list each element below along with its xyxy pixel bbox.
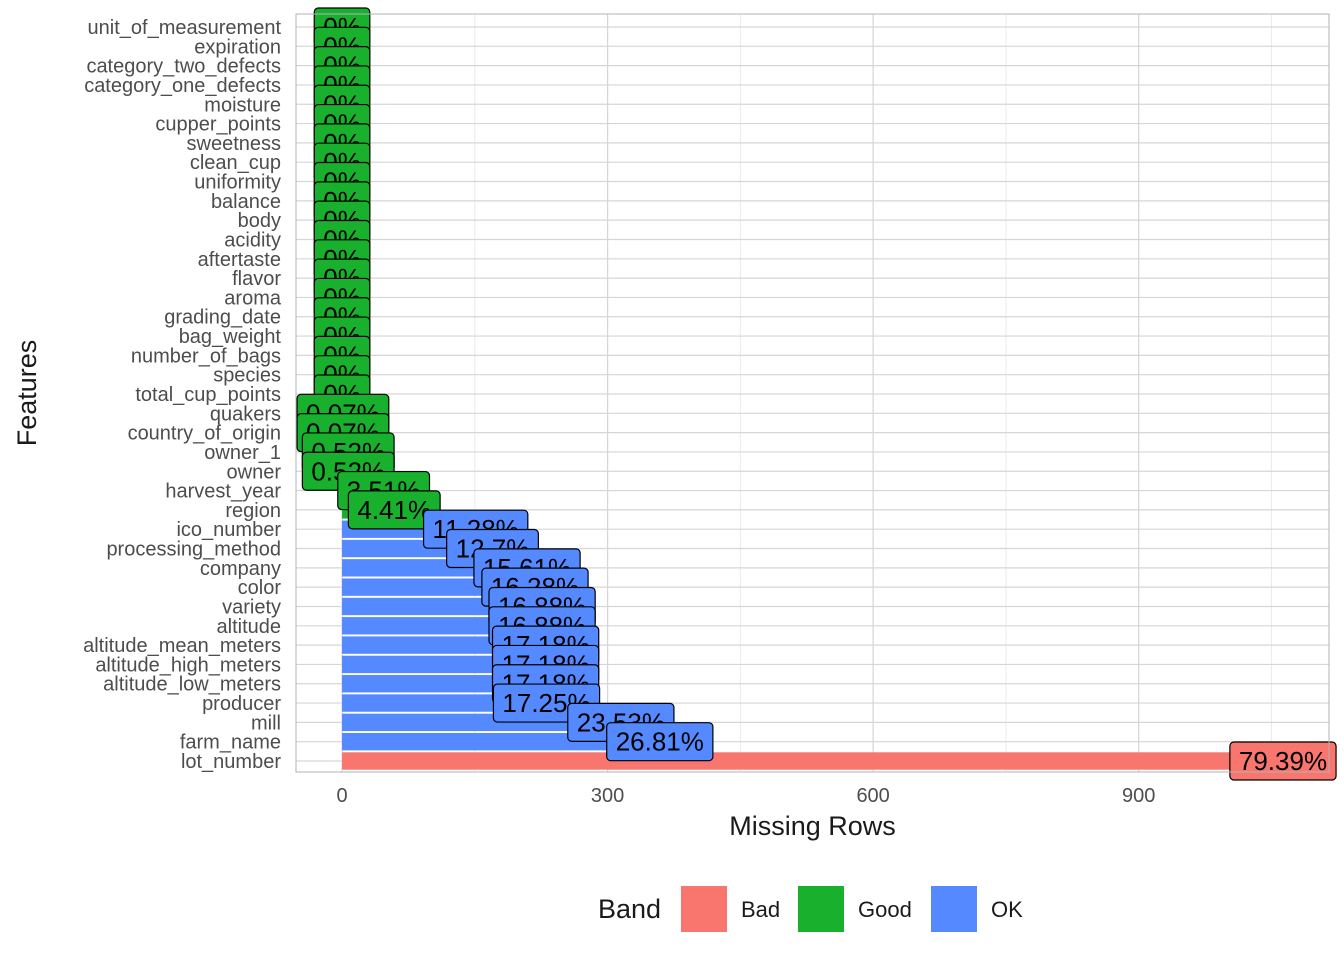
y-tick-label: total_cup_points <box>135 384 281 406</box>
y-tick-label: moisture <box>204 94 281 116</box>
y-tick-label: altitude_high_meters <box>95 654 281 676</box>
y-tick-label: acidity <box>224 229 281 251</box>
y-tick-label: bag_weight <box>179 326 282 348</box>
y-tick-label: altitude_low_meters <box>103 674 281 696</box>
panel-border <box>295 13 1330 773</box>
y-tick-label: harvest_year <box>165 481 281 503</box>
y-tick-label: uniformity <box>194 172 281 194</box>
x-tick-label: 600 <box>856 785 889 807</box>
y-tick-label: country_of_origin <box>128 423 281 445</box>
data-label-text: 4.41% <box>357 495 431 525</box>
y-tick-label: number_of_bags <box>131 345 281 367</box>
legend-label: Good <box>858 897 912 922</box>
legend-key <box>681 886 727 932</box>
x-tick-label: 900 <box>1122 785 1155 807</box>
y-tick-label: owner_1 <box>204 442 281 464</box>
data-label: 79.39% <box>1229 741 1337 781</box>
legend-key <box>798 886 844 932</box>
y-tick-label: owner <box>227 461 282 483</box>
y-tick-label: ico_number <box>176 519 281 541</box>
data-label-text: 26.81% <box>616 727 704 757</box>
y-tick-label: altitude <box>217 616 282 638</box>
legend-item: Good <box>798 886 912 932</box>
legend-label: Bad <box>741 897 780 922</box>
y-tick-label: lot_number <box>181 751 281 773</box>
legend-label: OK <box>991 897 1023 922</box>
y-tick-label: sweetness <box>187 133 282 155</box>
data-label-text: 79.39% <box>1239 746 1327 776</box>
y-tick-label: farm_name <box>180 732 281 754</box>
data-label: 26.81% <box>606 722 714 762</box>
y-tick-label: aftertaste <box>198 249 281 271</box>
y-tick-label: producer <box>202 693 281 715</box>
y-tick-label: altitude_mean_meters <box>83 635 281 657</box>
y-tick-label: quakers <box>210 403 281 425</box>
data-labels: 0%0%0%0%0%0%0%0%0%0%0%0%0%0%0%0%0%0%0%0%… <box>296 7 1337 781</box>
grid <box>296 14 1329 772</box>
y-tick-label: category_one_defects <box>84 75 281 97</box>
y-tick-label: mill <box>251 712 281 734</box>
legend: Band Bad Good OK <box>598 886 1023 932</box>
x-tick-label: 0 <box>336 785 347 807</box>
x-tick-label: 300 <box>591 785 624 807</box>
x-tick-labels: 0 300 600 900 <box>336 785 1155 807</box>
y-tick-label: expiration <box>194 36 281 58</box>
legend-key <box>931 886 977 932</box>
y-tick-label: processing_method <box>106 539 281 561</box>
y-tick-labels: unit_of_measurementexpirationcategory_tw… <box>83 17 282 773</box>
y-tick-label: clean_cup <box>190 152 281 174</box>
y-tick-label: flavor <box>232 268 281 290</box>
y-tick-label: category_two_defects <box>86 56 281 78</box>
y-tick-label: region <box>225 500 281 522</box>
y-tick-label: aroma <box>224 287 282 309</box>
y-tick-label: grading_date <box>164 307 281 329</box>
data-label: 4.41% <box>347 490 441 530</box>
y-tick-label: cupper_points <box>155 114 281 136</box>
data-label-box <box>1229 741 1337 781</box>
y-tick-label: company <box>200 558 281 580</box>
y-tick-label: variety <box>222 596 281 618</box>
y-tick-label: balance <box>211 191 281 213</box>
legend-item: Bad <box>681 886 780 932</box>
y-axis-title: Features <box>12 340 42 447</box>
legend-item: OK <box>931 886 1023 932</box>
bar <box>342 752 1283 770</box>
x-axis-title: Missing Rows <box>729 811 896 841</box>
y-tick-label: body <box>238 210 281 232</box>
legend-title: Band <box>598 894 661 924</box>
data-label-box <box>606 722 714 762</box>
y-tick-label: color <box>238 577 282 599</box>
y-tick-label: species <box>213 365 281 387</box>
y-tick-label: unit_of_measurement <box>88 17 282 39</box>
